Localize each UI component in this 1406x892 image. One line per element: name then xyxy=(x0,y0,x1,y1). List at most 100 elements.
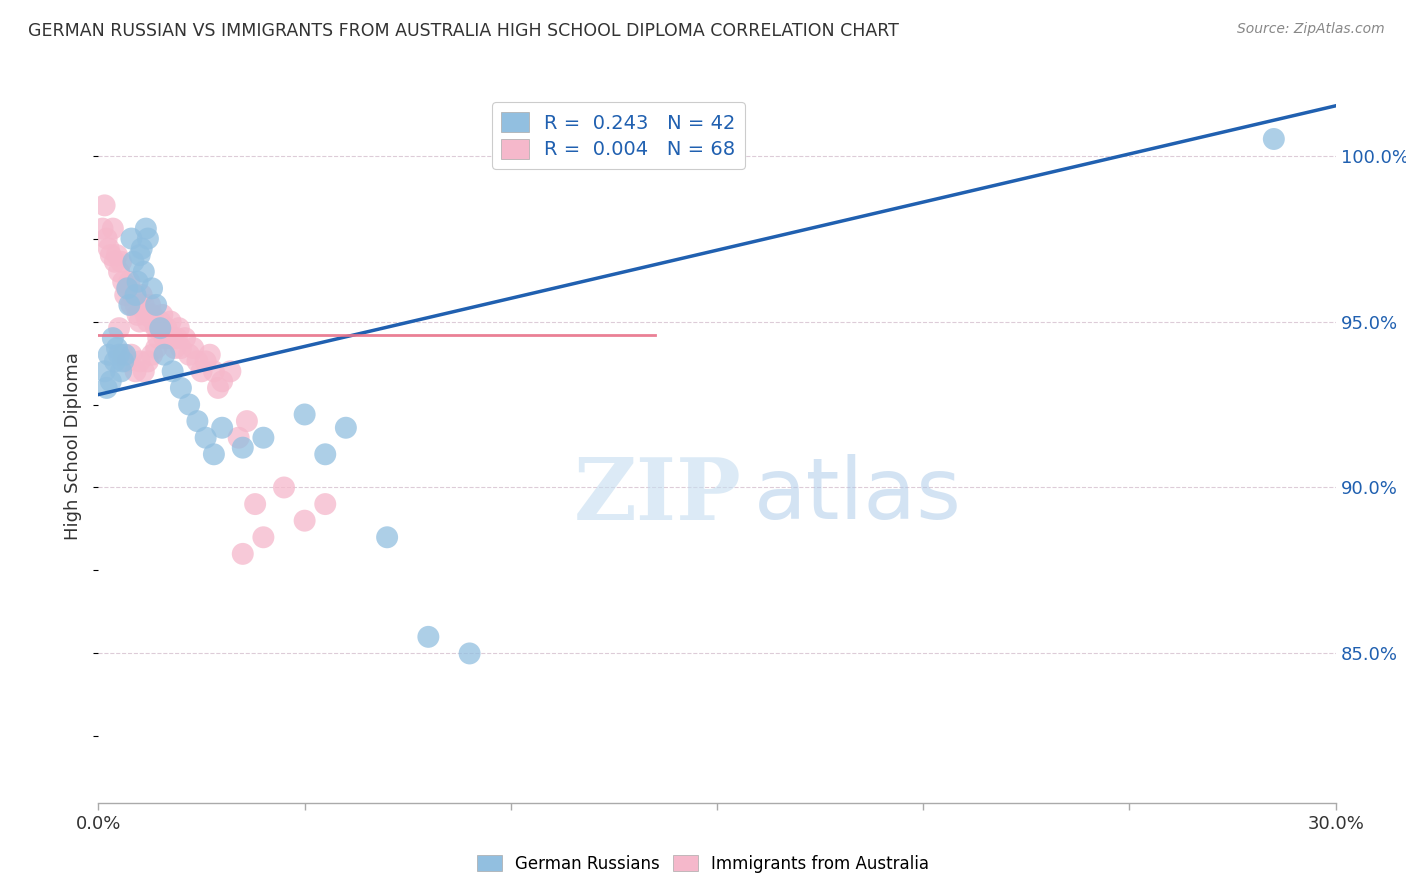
Point xyxy=(101,221,124,235)
Point xyxy=(162,331,184,345)
Point xyxy=(252,530,274,544)
Point xyxy=(120,298,142,312)
Point xyxy=(163,341,186,355)
Point xyxy=(136,314,159,328)
Text: Source: ZipAtlas.com: Source: ZipAtlas.com xyxy=(1237,22,1385,37)
Point xyxy=(101,331,124,345)
Point xyxy=(153,348,176,362)
Point xyxy=(186,414,208,428)
Point xyxy=(143,314,166,328)
Point xyxy=(145,298,167,312)
Point xyxy=(149,314,172,328)
Point xyxy=(174,331,197,345)
Point xyxy=(135,308,157,322)
Legend: R =  0.243   N = 42, R =  0.004   N = 68: R = 0.243 N = 42, R = 0.004 N = 68 xyxy=(492,103,745,169)
Point xyxy=(136,231,159,245)
Point xyxy=(194,431,217,445)
Point xyxy=(122,288,145,302)
Point xyxy=(112,348,135,362)
Point xyxy=(211,374,233,388)
Point xyxy=(141,348,163,362)
Point xyxy=(153,331,176,345)
Point xyxy=(167,321,190,335)
Point xyxy=(162,364,184,378)
Point xyxy=(232,441,254,455)
Point xyxy=(105,248,128,262)
Point xyxy=(93,364,115,378)
Point xyxy=(120,231,142,245)
Point xyxy=(236,414,259,428)
Point xyxy=(314,497,336,511)
Point xyxy=(96,381,118,395)
Point xyxy=(150,308,173,322)
Point xyxy=(1263,132,1285,146)
Point xyxy=(114,288,136,302)
Point xyxy=(458,647,481,661)
Point xyxy=(166,331,188,345)
Text: GERMAN RUSSIAN VS IMMIGRANTS FROM AUSTRALIA HIGH SCHOOL DIPLOMA CORRELATION CHAR: GERMAN RUSSIAN VS IMMIGRANTS FROM AUSTRA… xyxy=(28,22,898,40)
Point xyxy=(149,321,172,335)
Point xyxy=(202,447,225,461)
Point xyxy=(112,275,135,289)
Point xyxy=(132,265,155,279)
Point xyxy=(375,530,398,544)
Point xyxy=(128,248,150,262)
Point xyxy=(132,298,155,312)
Point xyxy=(93,198,115,212)
Text: atlas: atlas xyxy=(754,454,962,538)
Point xyxy=(141,281,163,295)
Point xyxy=(132,364,155,378)
Point xyxy=(97,348,120,362)
Point xyxy=(252,431,274,445)
Point xyxy=(91,221,114,235)
Point xyxy=(170,381,193,395)
Point xyxy=(194,354,217,368)
Point xyxy=(136,354,159,368)
Point xyxy=(124,364,146,378)
Point xyxy=(105,341,128,355)
Point xyxy=(117,354,139,368)
Point xyxy=(114,348,136,362)
Point xyxy=(157,331,180,345)
Point xyxy=(108,265,131,279)
Point xyxy=(243,497,266,511)
Point xyxy=(294,408,316,422)
Point xyxy=(141,308,163,322)
Point xyxy=(190,364,212,378)
Point xyxy=(117,281,139,295)
Point xyxy=(186,354,208,368)
Point xyxy=(314,447,336,461)
Point xyxy=(335,421,357,435)
Point xyxy=(135,221,157,235)
Point xyxy=(155,321,177,335)
Point xyxy=(170,341,193,355)
Point xyxy=(97,242,120,256)
Point xyxy=(100,374,122,388)
Point xyxy=(112,354,135,368)
Point xyxy=(131,242,153,256)
Point xyxy=(104,254,127,268)
Point xyxy=(207,381,229,395)
Point xyxy=(110,254,132,268)
Legend: German Russians, Immigrants from Australia: German Russians, Immigrants from Austral… xyxy=(470,848,936,880)
Point xyxy=(100,248,122,262)
Point xyxy=(232,547,254,561)
Point xyxy=(202,364,225,378)
Point xyxy=(118,275,141,289)
Point xyxy=(122,254,145,268)
Point xyxy=(219,364,242,378)
Point xyxy=(108,348,131,362)
Point xyxy=(110,364,132,378)
Point xyxy=(418,630,440,644)
Point xyxy=(120,348,142,362)
Point xyxy=(159,314,181,328)
Point xyxy=(198,348,221,362)
Point xyxy=(108,321,131,335)
Point xyxy=(128,354,150,368)
Point xyxy=(181,341,204,355)
Point xyxy=(179,348,201,362)
Point xyxy=(104,354,127,368)
Y-axis label: High School Diploma: High School Diploma xyxy=(65,352,83,540)
Point xyxy=(117,281,139,295)
Point xyxy=(127,308,149,322)
